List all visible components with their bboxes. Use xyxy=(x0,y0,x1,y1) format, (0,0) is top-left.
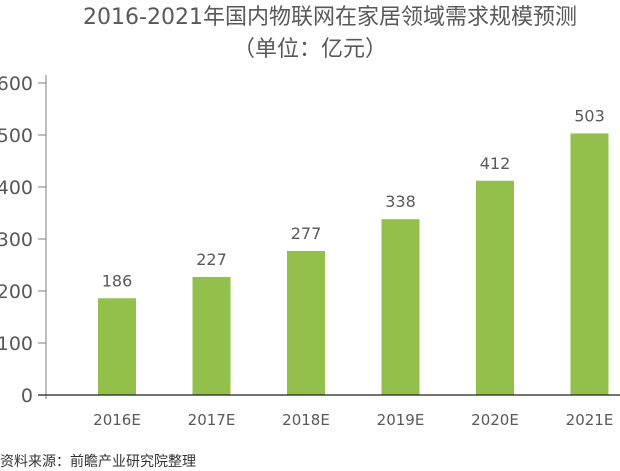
data-label: 503 xyxy=(574,106,605,125)
bar xyxy=(287,250,325,395)
data-label: 412 xyxy=(480,154,511,173)
bar xyxy=(98,298,136,395)
x-tick-label: 2021E xyxy=(566,411,614,429)
source-note: 资料来源：前瞻产业研究院整理 xyxy=(0,453,196,470)
chart-subtitle: （单位：亿元） xyxy=(233,37,387,62)
bar xyxy=(192,276,231,395)
y-tick-label: 300 xyxy=(0,229,33,251)
bar xyxy=(570,133,609,395)
y-tick-label: 200 xyxy=(0,281,33,303)
data-label: 227 xyxy=(196,250,227,269)
chart-title: 2016-2021年国内物联网在家居领域需求规模预测 xyxy=(83,5,577,30)
bar xyxy=(476,180,514,395)
y-tick-label: 400 xyxy=(0,177,33,199)
x-tick-label: 2018E xyxy=(282,411,330,429)
bar xyxy=(381,219,420,395)
data-label: 338 xyxy=(385,192,416,211)
x-tick-label: 2019E xyxy=(377,411,425,429)
y-tick-label: 100 xyxy=(0,333,33,355)
x-tick-label: 2016E xyxy=(93,411,141,429)
x-tick-label: 2017E xyxy=(188,411,236,429)
y-tick-label: 500 xyxy=(0,125,33,147)
y-tick-label: 600 xyxy=(0,73,33,95)
y-tick-label: 0 xyxy=(21,385,33,407)
data-label: 277 xyxy=(291,224,322,243)
x-tick-label: 2020E xyxy=(471,411,519,429)
data-label: 186 xyxy=(102,271,133,290)
